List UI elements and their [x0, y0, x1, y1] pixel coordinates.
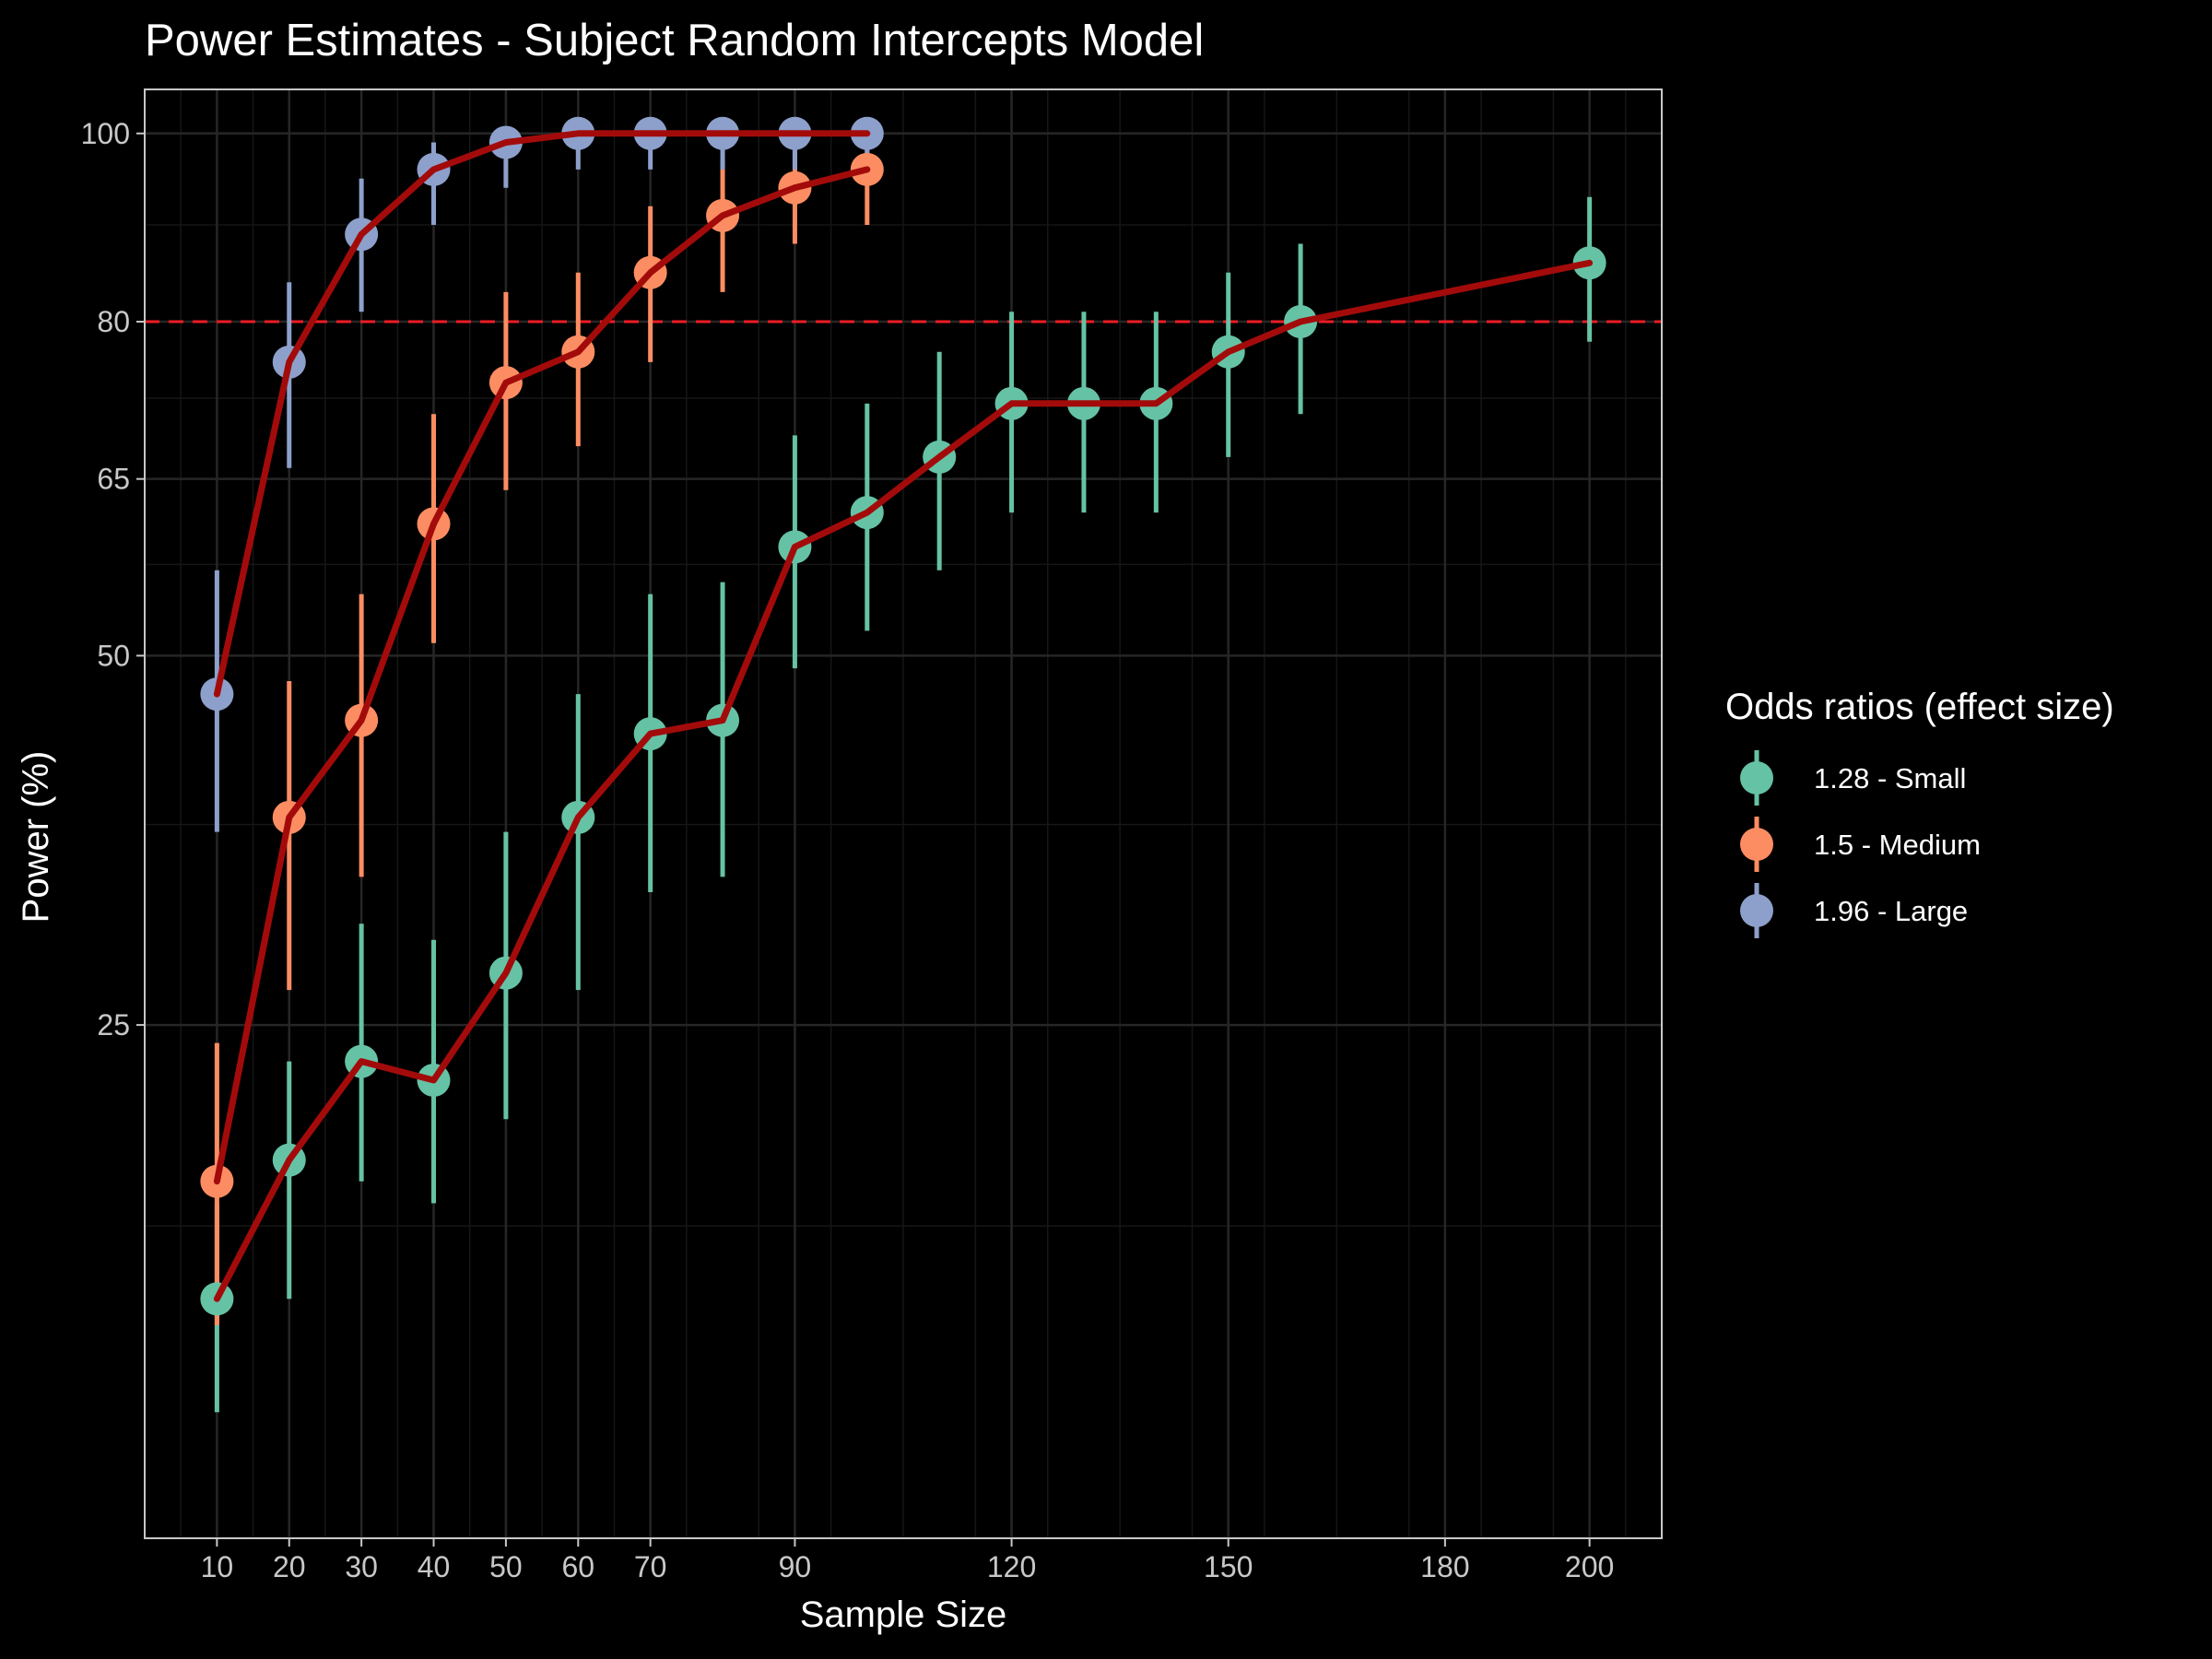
y-tick-label: 25	[97, 1008, 130, 1041]
x-tick-label: 70	[634, 1550, 667, 1583]
chart-title: Power Estimates - Subject Random Interce…	[145, 16, 1204, 65]
y-tick-label: 65	[97, 463, 130, 496]
legend-key-point	[1740, 828, 1773, 861]
legend-key-point	[1740, 894, 1773, 927]
x-tick-label: 10	[201, 1550, 234, 1583]
x-tick-label: 60	[561, 1550, 594, 1583]
legend: Odds ratios (effect size) 1.28 - Small 1.…	[1725, 687, 2114, 938]
x-tick-label: 180	[1420, 1550, 1469, 1583]
y-tick-label: 50	[97, 639, 130, 672]
series-line	[213, 259, 1594, 1302]
x-tick-label: 90	[779, 1550, 812, 1583]
series-line	[213, 166, 871, 1185]
legend-key-point	[1740, 761, 1773, 794]
x-tick-label: 120	[987, 1550, 1036, 1583]
x-tick-label: 20	[273, 1550, 306, 1583]
legend-title: Odds ratios (effect size)	[1725, 687, 2114, 727]
x-tick-label: 40	[418, 1550, 451, 1583]
x-tick-label: 30	[345, 1550, 378, 1583]
x-axis-title: Sample Size	[800, 1594, 1007, 1635]
plot-panel: 10 20 30 40 50 60 70 90 120 150 180 200 25 50 65 80 100	[81, 88, 1663, 1583]
legend-label: 1.96 - Large	[1814, 895, 1968, 927]
y-tick-label: 80	[97, 305, 130, 338]
legend-label: 1.28 - Small	[1814, 762, 1966, 794]
x-tick-label: 200	[1565, 1550, 1614, 1583]
panel-border	[144, 88, 1663, 1539]
x-tick-label: 150	[1204, 1550, 1253, 1583]
legend-label: 1.5 - Medium	[1814, 829, 1981, 861]
y-axis-title: Power (%)	[16, 751, 56, 924]
series-line	[213, 130, 871, 698]
x-tick-label: 50	[489, 1550, 523, 1583]
y-tick-label: 100	[81, 117, 130, 150]
